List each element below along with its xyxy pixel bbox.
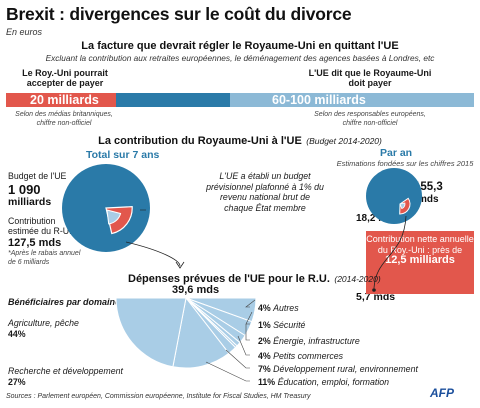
spending-period: (2014-2020) — [334, 274, 381, 284]
leader-line-2 — [245, 324, 250, 341]
slice-label-commerces: 4% Petits commerces — [258, 351, 344, 361]
total-return-slice — [106, 209, 122, 225]
bill-bar-uk — [6, 93, 116, 107]
slice-label-energie: 2% Énergie, infrastructure — [258, 336, 360, 346]
leader-line-5 — [205, 361, 250, 382]
bill-title: La facture que devrait régler le Royaume… — [81, 40, 399, 52]
annual-budget-unit: mds — [418, 194, 439, 205]
net-box-text: Contribution nette annuelle du Roy.-Uni … — [366, 234, 474, 255]
per-year-note: Estimations fondées sur les chiffres 201… — [336, 159, 474, 168]
annual-return-slice — [399, 202, 406, 210]
budget-unit: milliards — [8, 196, 52, 208]
bill-subtitle: Excluant la contribution aux retraites e… — [45, 53, 435, 63]
source-note: Sources : Parlement européen, Commission… — [6, 393, 311, 400]
spending-slice-1 — [172, 296, 230, 369]
per-year-head: Par an — [380, 147, 413, 159]
bill-right-label: L'UE dit que le Royaume-Uni doit payer — [308, 68, 432, 88]
bill-right-value: 60-100 milliards — [272, 93, 366, 107]
afp-logo: AFP — [430, 386, 454, 400]
slice-label-education: 11% Éducation, emploi, formation — [258, 377, 390, 387]
unit-note: En euros — [6, 27, 43, 37]
total-head: Total sur 7 ans — [86, 149, 160, 161]
research-pct: 27% — [8, 377, 26, 387]
contrib-value: 127,5 mds — [8, 237, 62, 249]
contribution-title: La contribution du Royaume-Uni à l'UE — [98, 135, 302, 147]
contrib-label: Contribution estimée du R-U.* — [8, 216, 75, 236]
leader-line-3 — [237, 335, 250, 356]
slice-label-autres: 4% Autres — [258, 303, 299, 313]
budget-ceiling-note: L'UE a établi un budget prévisionnel pla… — [206, 171, 324, 213]
slice-label-securite: 1% Sécurité — [258, 320, 306, 330]
budget-value: 1 090 — [8, 182, 41, 197]
leader-line-0 — [245, 299, 256, 308]
agri-label: Agriculture, pêche — [8, 318, 79, 328]
research-label: Recherche et développement — [8, 366, 123, 376]
spending-title: Dépenses prévues de l'UE pour le R.U. — [128, 273, 330, 285]
agri-pct: 44% — [8, 329, 26, 339]
bill-left-source: Selon des médias britanniques, chiffre n… — [15, 111, 113, 127]
annual-connector-dot — [372, 288, 376, 292]
contrib-note: *Après le rabais annuel de 6 milliards — [8, 250, 81, 266]
budget-label: Budget de l'UE — [8, 171, 67, 181]
annual-return-value: 5,7 mds — [356, 291, 396, 303]
contribution-period: (Budget 2014-2020) — [306, 136, 382, 146]
leader-line-4 — [225, 349, 250, 369]
bill-left-label: Le Roy.-Uni pourrait accepter de payer — [22, 68, 108, 88]
net-box-value: 12,5 milliards — [385, 254, 455, 266]
annual-budget-circle — [366, 168, 422, 224]
bill-bar-eu-range — [230, 93, 474, 107]
slice-label-rural: 7% Développement rural, environnement — [258, 364, 418, 374]
spending-total: 39,6 mds — [172, 284, 220, 296]
spending-slice-0 — [115, 297, 187, 368]
total-to-spending-line — [125, 241, 181, 267]
page-title: Brexit : divergences sur le coût du divo… — [6, 4, 352, 24]
contribution-heading: La contribution du Royaume-Uni à l'UE (B… — [0, 131, 480, 149]
annual-connector-line — [373, 215, 407, 289]
bill-left-value: 20 milliards — [30, 93, 99, 107]
beneficiaries-head: Bénéficiaires par domaine — [8, 297, 121, 307]
total-to-spending-arrow — [175, 261, 185, 269]
spending-heading: Dépenses prévues de l'UE pour le R.U. (2… — [128, 269, 381, 287]
bill-right-source: Selon des responsables européens, chiffr… — [314, 111, 426, 127]
